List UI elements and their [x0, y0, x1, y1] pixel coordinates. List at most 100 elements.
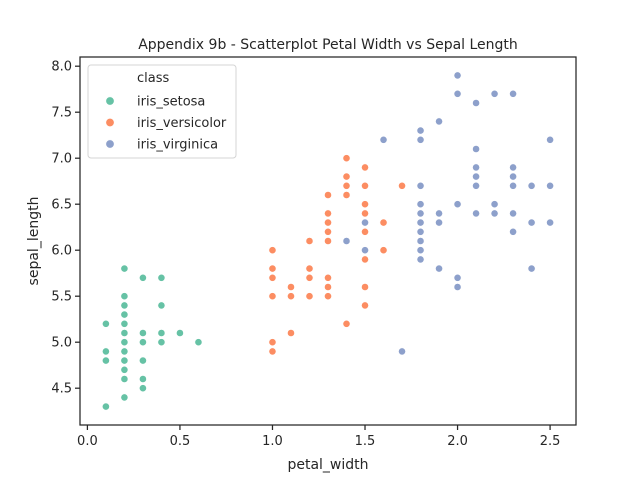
data-point: [453, 89, 462, 98]
data-point: [527, 218, 536, 227]
data-point: [324, 227, 332, 236]
data-point: [416, 227, 425, 236]
data-point: [139, 375, 147, 383]
data-point: [509, 172, 517, 181]
data-point: [120, 347, 129, 356]
data-point: [324, 283, 332, 291]
series-iris_setosa: [102, 264, 203, 411]
data-point: [472, 145, 480, 153]
data-point: [102, 356, 110, 365]
data-point: [102, 402, 110, 411]
data-point: [102, 319, 110, 328]
data-point: [139, 273, 147, 282]
data-point: [361, 283, 369, 291]
data-point: [361, 246, 369, 255]
data-point: [120, 393, 129, 402]
y-tick-label: 7.0: [51, 152, 72, 167]
data-point: [416, 246, 425, 255]
data-point: [546, 135, 554, 144]
data-point: [342, 181, 351, 190]
data-point: [120, 264, 129, 273]
data-point: [305, 264, 314, 273]
data-point: [176, 329, 184, 337]
data-point: [435, 264, 443, 273]
data-point: [120, 365, 129, 374]
data-point: [324, 292, 332, 301]
data-point: [287, 283, 295, 291]
data-point: [120, 310, 129, 319]
y-tick-label: 5.0: [51, 336, 72, 351]
data-point: [472, 209, 480, 218]
data-point: [416, 200, 425, 209]
data-point: [157, 301, 166, 310]
data-point: [435, 117, 443, 126]
data-point: [398, 347, 406, 356]
data-point: [490, 200, 499, 209]
data-point: [268, 338, 277, 347]
data-point: [120, 329, 129, 337]
legend-label: iris_versicolor: [137, 116, 227, 131]
data-point: [416, 126, 425, 135]
data-point: [416, 255, 425, 264]
legend-label: iris_virginica: [137, 138, 218, 153]
legend-marker: [105, 118, 115, 128]
data-points: [102, 71, 554, 411]
y-tick-label: 6.0: [51, 244, 72, 259]
data-point: [120, 356, 129, 365]
data-point: [120, 301, 129, 310]
data-point: [120, 292, 129, 301]
axis-ticks: 0.0 0.5 1.0 1.5 2.0 2.5 4.5 5.0 5.5 6.0 6.5 7.0 7.5 8…: [51, 60, 560, 449]
data-point: [305, 237, 314, 245]
data-point: [361, 200, 369, 209]
data-point: [361, 181, 369, 190]
data-point: [361, 255, 369, 264]
legend-entries: iris_setosa iris_versicolor iris_virginica: [105, 95, 227, 153]
data-point: [342, 172, 351, 181]
data-point: [324, 209, 332, 218]
data-point: [435, 209, 443, 218]
data-point: [361, 209, 369, 218]
y-axis-label: sepal_length: [26, 197, 42, 286]
legend-title: class: [137, 71, 169, 86]
data-point: [490, 89, 499, 98]
data-point: [139, 338, 147, 347]
data-point: [416, 237, 425, 245]
data-point: [453, 71, 462, 80]
data-point: [453, 200, 462, 209]
data-point: [268, 347, 277, 356]
data-point: [305, 292, 314, 301]
data-point: [324, 237, 332, 245]
data-point: [324, 273, 332, 282]
data-point: [472, 163, 480, 172]
data-point: [453, 273, 462, 282]
data-point: [139, 329, 147, 337]
x-tick-label: 1.0: [262, 434, 283, 449]
data-point: [157, 338, 166, 347]
data-point: [416, 135, 425, 144]
data-point: [324, 191, 332, 199]
data-point: [416, 218, 425, 227]
data-point: [361, 218, 369, 227]
data-point: [342, 319, 351, 328]
data-point: [490, 209, 499, 218]
data-point: [527, 264, 536, 273]
data-point: [472, 99, 480, 107]
data-point: [342, 154, 351, 163]
data-point: [287, 329, 295, 337]
data-point: [546, 181, 554, 190]
data-point: [453, 283, 462, 291]
legend-box: [87, 64, 237, 159]
y-tick-label: 7.5: [51, 106, 72, 121]
data-point: [268, 264, 277, 273]
data-point: [268, 292, 277, 301]
x-axis-label: petal_width: [287, 457, 368, 473]
data-point: [379, 246, 388, 255]
data-point: [416, 181, 425, 190]
data-point: [139, 356, 147, 365]
x-tick-label: 0.5: [170, 434, 191, 449]
legend-marker: [105, 96, 115, 106]
data-point: [527, 181, 536, 190]
data-point: [472, 172, 480, 181]
data-point: [361, 163, 369, 172]
